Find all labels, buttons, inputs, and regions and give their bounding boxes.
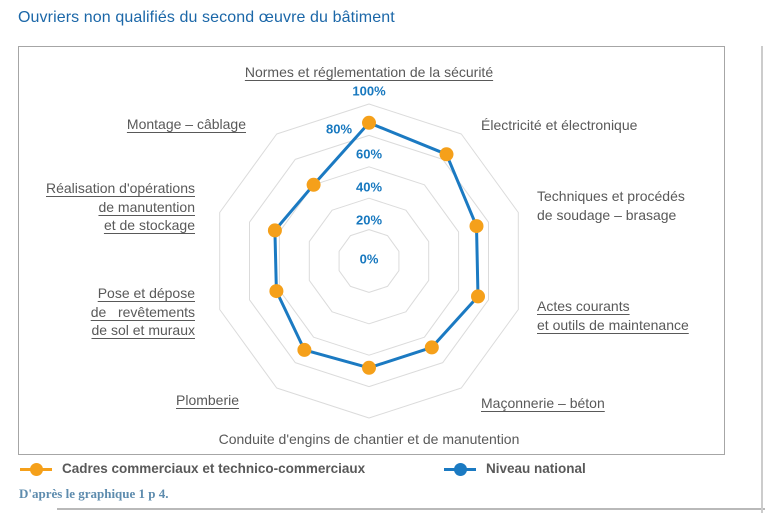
series-marker-cadres-4 <box>424 340 439 355</box>
page-title: Ouvriers non qualifiés du second œuvre d… <box>18 9 395 26</box>
category-label-9: Montage – câblage <box>126 116 246 132</box>
radial-tick-label-60: 60% <box>355 146 383 162</box>
category-label-4: Maçonnerie – béton <box>481 395 605 411</box>
category-label-6: Plomberie <box>176 392 240 408</box>
category-label-0: Normes et réglementation de la sécurité <box>244 64 494 80</box>
bottom-divider <box>57 508 765 510</box>
legend-label-cadres: Cadres commerciaux et technico-commercia… <box>62 461 366 476</box>
radial-tick-label-80: 80% <box>325 121 353 137</box>
series-marker-cadres-1 <box>439 147 454 162</box>
series-marker-cadres-6 <box>297 342 312 357</box>
category-label-8: Réalisation d'opérations de manutention et… <box>46 180 195 233</box>
chart-legend: Cadres commerciaux et technico-commercia… <box>0 460 765 480</box>
category-label-2: Techniques et procédés de soudage – brasa… <box>537 188 685 223</box>
right-edge-divider <box>761 46 763 513</box>
series-marker-cadres-5 <box>362 360 376 375</box>
series-marker-cadres-8 <box>267 223 282 238</box>
radial-tick-label-100: 100% <box>352 83 386 99</box>
series-marker-cadres-7 <box>269 284 284 299</box>
category-label-3: Actes courants et outils de maintenance <box>537 298 689 333</box>
legend-dot-icon-national <box>454 463 467 476</box>
radar-plot <box>219 103 519 419</box>
radial-tick-label-40: 40% <box>355 179 383 195</box>
category-label-1: Électricité et électronique <box>481 117 638 133</box>
grid-ring-60 <box>278 166 460 356</box>
source-caption: D'après le graphique 1 p 4. <box>19 486 169 501</box>
grid-ring-40 <box>308 197 430 325</box>
grid-ring-100 <box>219 103 519 419</box>
legend-dot-icon-cadres <box>30 463 43 476</box>
radar-chart-panel: 0% 20% 40% 60% 80% 100% Normes et réglementat… <box>18 46 725 455</box>
radial-tick-label-20: 20% <box>355 212 383 228</box>
category-label-7: Pose et dépose de revêtements de sol et mu… <box>90 285 195 338</box>
series-marker-cadres-3 <box>471 289 485 304</box>
series-marker-cadres-0 <box>362 115 376 130</box>
series-marker-cadres-9 <box>306 177 321 192</box>
legend-label-national: Niveau national <box>486 461 586 476</box>
category-label-5: Conduite d'engins de chantier et de manu… <box>218 431 520 447</box>
series-marker-cadres-2 <box>469 219 484 234</box>
grid-ring-80 <box>249 134 489 388</box>
radial-tick-label-0: 0% <box>359 251 379 267</box>
grid-ring-20 <box>338 229 400 293</box>
